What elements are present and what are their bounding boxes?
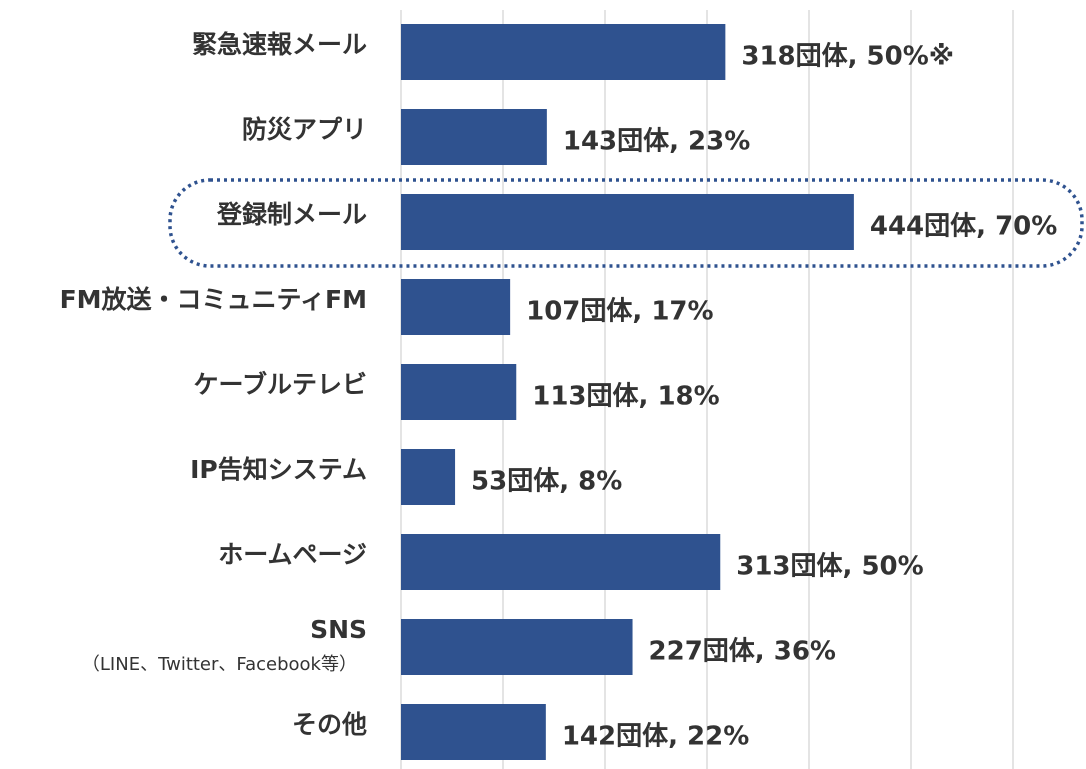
category-note: （LINE、Twitter、Facebook等）: [82, 654, 357, 675]
value-label: 107団体, 17%: [526, 297, 713, 327]
bar: [401, 24, 726, 80]
value-label: 318団体, 50%※: [741, 42, 954, 72]
value-label: 227団体, 36%: [649, 637, 836, 667]
value-label: 142団体, 22%: [562, 722, 749, 752]
category-label: 防災アプリ: [242, 115, 367, 144]
bar: [401, 619, 633, 675]
category-label: ホームページ: [218, 540, 367, 569]
category-label: SNS: [310, 615, 367, 644]
bar: [401, 194, 854, 250]
category-label: ケーブルテレビ: [193, 370, 367, 399]
bar: [401, 534, 721, 590]
category-label: 登録制メール: [216, 200, 367, 229]
category-label: FM放送・コミュニティFM: [60, 285, 367, 314]
value-label: 113団体, 18%: [532, 382, 719, 412]
value-label: 313団体, 50%: [736, 552, 923, 582]
category-label: IP告知システム: [190, 455, 367, 484]
category-label: 緊急速報メール: [192, 30, 367, 59]
value-label: 53団体, 8%: [471, 467, 622, 497]
highlight-frame: [168, 178, 1084, 268]
bar: [401, 704, 546, 760]
value-label: 444団体, 70%: [870, 212, 1057, 242]
bar: [401, 279, 511, 335]
category-label: その他: [292, 710, 367, 739]
value-label: 143団体, 23%: [563, 127, 750, 157]
bar: [401, 109, 547, 165]
bar: [401, 364, 517, 420]
bar: [401, 449, 456, 505]
